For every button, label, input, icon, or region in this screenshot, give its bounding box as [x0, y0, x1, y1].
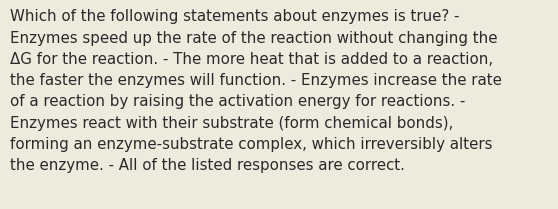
Text: Which of the following statements about enzymes is true? -
Enzymes speed up the : Which of the following statements about …	[10, 9, 502, 173]
